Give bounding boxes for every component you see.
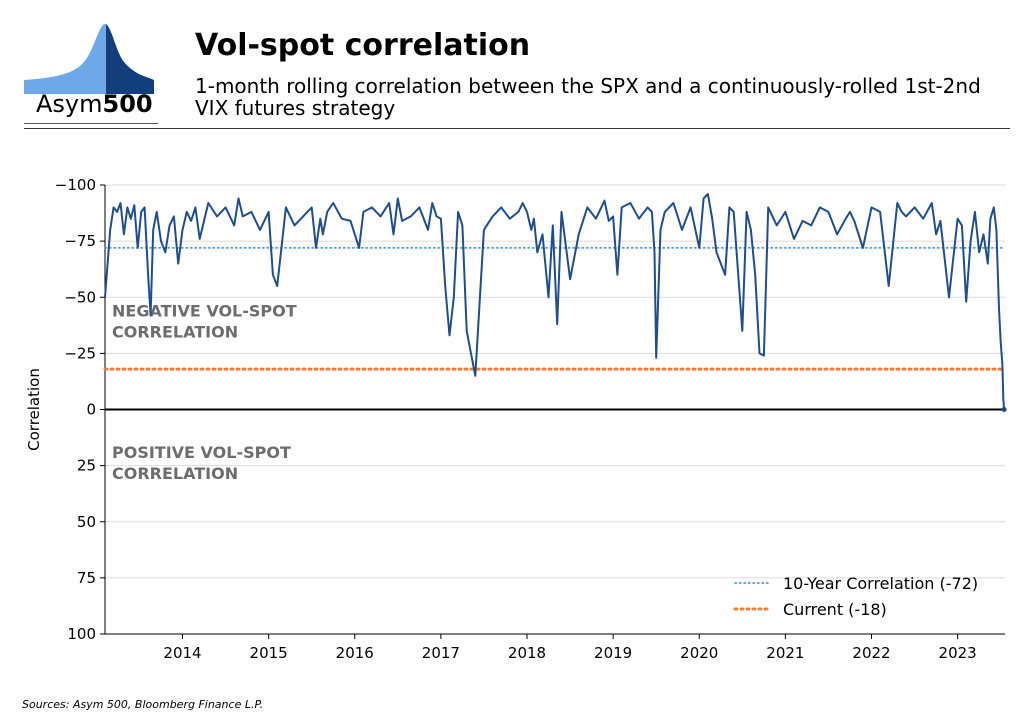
- logo-divider: [24, 123, 158, 124]
- x-tick-label: 2021: [766, 644, 804, 662]
- header-divider: [24, 128, 1010, 129]
- x-tick-label: 2022: [852, 644, 890, 662]
- y-tick-label: −100: [55, 176, 96, 194]
- positive-annotation-line: CORRELATION: [112, 464, 238, 483]
- y-tick-label: 100: [67, 625, 96, 643]
- page-title: Vol-spot correlation: [195, 28, 531, 63]
- logo-curve-right: [106, 24, 154, 94]
- x-tick-label: 2020: [680, 644, 718, 662]
- series-end-point: [1001, 407, 1007, 412]
- logo-text-prefix: Asym: [36, 90, 103, 118]
- x-tick-label: 2016: [336, 644, 374, 662]
- y-tick-label: −50: [64, 288, 96, 306]
- logo-curve-left: [24, 24, 106, 94]
- logo-curve: [24, 24, 154, 94]
- y-tick-label: −25: [64, 344, 96, 362]
- legend-label: 10-Year Correlation (-72): [783, 574, 978, 593]
- y-tick-label: 50: [77, 513, 96, 531]
- logo: [24, 22, 158, 124]
- y-tick-label: 25: [77, 457, 96, 475]
- x-tick-label: 2015: [250, 644, 288, 662]
- x-tick-label: 2023: [939, 644, 977, 662]
- legend-label: Current (-18): [783, 600, 887, 619]
- positive-annotation-line: POSITIVE VOL-SPOT: [112, 443, 291, 462]
- negative-annotation-line: CORRELATION: [112, 322, 238, 341]
- x-tick-label: 2018: [508, 644, 546, 662]
- negative-annotation-line: NEGATIVE VOL-SPOT: [112, 301, 297, 320]
- y-axis-label: Correlation: [25, 368, 43, 451]
- y-tick-label: 75: [77, 569, 96, 587]
- correlation-series-line: [104, 193, 1006, 410]
- logo-wordmark: Asym500: [36, 90, 153, 118]
- x-tick-label: 2014: [163, 644, 201, 662]
- logo-text-bold: 500: [102, 90, 153, 118]
- x-tick-label: 2017: [422, 644, 460, 662]
- y-tick-label: 0: [86, 401, 96, 419]
- y-tick-label: −75: [64, 232, 96, 250]
- x-tick-label: 2019: [594, 644, 632, 662]
- source-note: Sources: Asym 500, Bloomberg Finance L.P…: [22, 698, 264, 711]
- page-subtitle: 1-month rolling correlation between the …: [195, 74, 981, 120]
